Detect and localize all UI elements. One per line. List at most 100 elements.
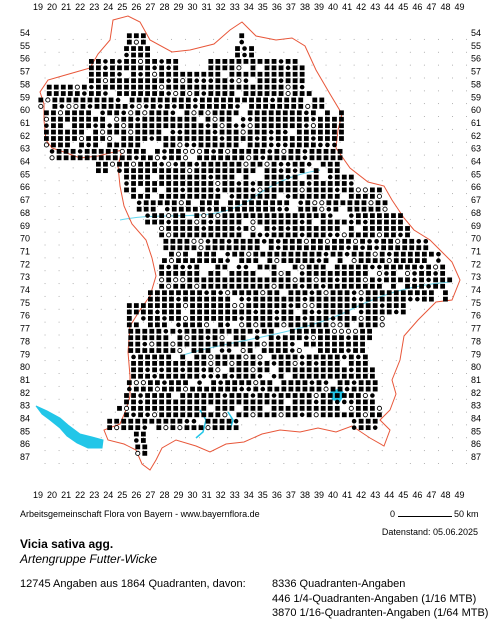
x-tick-top-20: 20 (47, 2, 57, 12)
sixteenth-marker (374, 245, 379, 251)
quadrant-marker (267, 309, 273, 315)
grid-dot (269, 398, 271, 400)
y-tick-right-60: 60 (471, 105, 481, 115)
sixteenth-marker (282, 129, 288, 135)
grid-dot (44, 270, 46, 272)
grid-dot (156, 180, 158, 182)
quadrant-marker (178, 103, 184, 109)
grid-dot (283, 154, 285, 156)
quadrant-marker (219, 341, 225, 347)
sixteenth-marker (298, 200, 304, 206)
quadrant-marker (173, 373, 179, 379)
grid-dot (44, 141, 46, 143)
quadrant-marker (236, 354, 242, 360)
grid-dot (142, 257, 144, 259)
quadrant-marker (281, 258, 287, 263)
quadrant-marker (166, 354, 172, 360)
grid-dot (227, 398, 229, 400)
grid-dot (409, 141, 411, 143)
quadrant-marker (348, 277, 354, 283)
quadrant-marker (201, 168, 207, 174)
quadrant-marker (277, 97, 283, 103)
grid-dot (325, 38, 327, 40)
quadrant-marker (148, 386, 153, 392)
quadrant-marker (222, 84, 228, 90)
quarter-marker (187, 168, 193, 174)
grid-dot (311, 244, 313, 246)
quadrant-marker (135, 129, 141, 135)
grid-dot (353, 334, 355, 336)
quadrant-marker (285, 168, 291, 174)
grid-dot (451, 231, 453, 233)
quadrant-marker (242, 206, 247, 212)
quadrant-marker (117, 161, 122, 167)
grid-dot (395, 64, 397, 66)
quarter-marker (173, 277, 179, 283)
quadrant-marker (190, 309, 195, 315)
x-tick-top-48: 48 (440, 2, 450, 12)
grid-dot (227, 437, 229, 439)
quadrant-marker (243, 181, 249, 186)
quadrant-marker (325, 328, 330, 334)
quadrant-marker (229, 213, 235, 219)
grid-dot (367, 77, 369, 79)
quadrant-marker (412, 264, 417, 270)
quadrant-marker (379, 296, 385, 302)
quadrant-marker (372, 380, 378, 386)
grid-dot (86, 193, 88, 195)
sixteenth-marker (201, 367, 207, 373)
grid-dot (185, 334, 187, 336)
grid-dot (255, 462, 257, 464)
sixteenth-marker (320, 283, 326, 289)
quadrant-marker (246, 303, 252, 308)
grid-dot (437, 116, 439, 118)
quadrant-marker (126, 309, 132, 315)
grid-dot (58, 231, 60, 233)
grid-dot (44, 205, 46, 207)
quadrant-marker (222, 277, 228, 283)
grid-dot (437, 347, 439, 349)
quarter-marker (299, 187, 305, 193)
grid-dot (100, 347, 102, 349)
quadrant-marker (250, 271, 256, 276)
quadrant-marker (247, 136, 253, 141)
quadrant-marker (218, 322, 224, 328)
quadrant-marker (362, 226, 368, 231)
quadrant-marker (257, 399, 263, 405)
quadrant-marker (282, 245, 288, 251)
grid-dot (255, 385, 257, 387)
grid-dot (213, 308, 215, 310)
quadrant-marker (133, 322, 139, 328)
grid-dot (128, 257, 130, 259)
quadrant-marker (219, 328, 225, 334)
sixteenth-marker (193, 97, 198, 103)
sixteenth-marker (268, 142, 274, 148)
quadrant-marker (215, 277, 221, 283)
quadrant-marker (443, 296, 448, 302)
quadrant-marker (256, 103, 261, 109)
quadrant-marker (326, 200, 332, 206)
grid-dot (367, 398, 369, 400)
quadrant-marker (246, 258, 252, 263)
quadrant-marker (247, 348, 253, 353)
quadrant-marker (187, 399, 193, 405)
quadrant-marker (264, 399, 270, 405)
grid-dot (227, 424, 229, 426)
quadrant-marker (208, 84, 214, 90)
quadrant-marker (334, 181, 340, 186)
quadrant-marker (264, 283, 270, 289)
sixteenth-marker (257, 232, 263, 238)
grid-dot (185, 231, 187, 233)
sixteenth-marker (166, 264, 171, 270)
quadrant-marker (208, 412, 214, 418)
sixteenth-marker (138, 399, 143, 405)
sixteenth-marker (155, 309, 160, 315)
quadrant-marker (309, 258, 315, 263)
quadrant-marker (323, 155, 329, 161)
quarter-marker (376, 270, 382, 276)
quadrant-marker (292, 354, 298, 360)
quadrant-marker (173, 219, 179, 225)
grid-dot (227, 167, 229, 169)
grid-dot (241, 308, 243, 310)
quadrant-marker (229, 405, 235, 411)
